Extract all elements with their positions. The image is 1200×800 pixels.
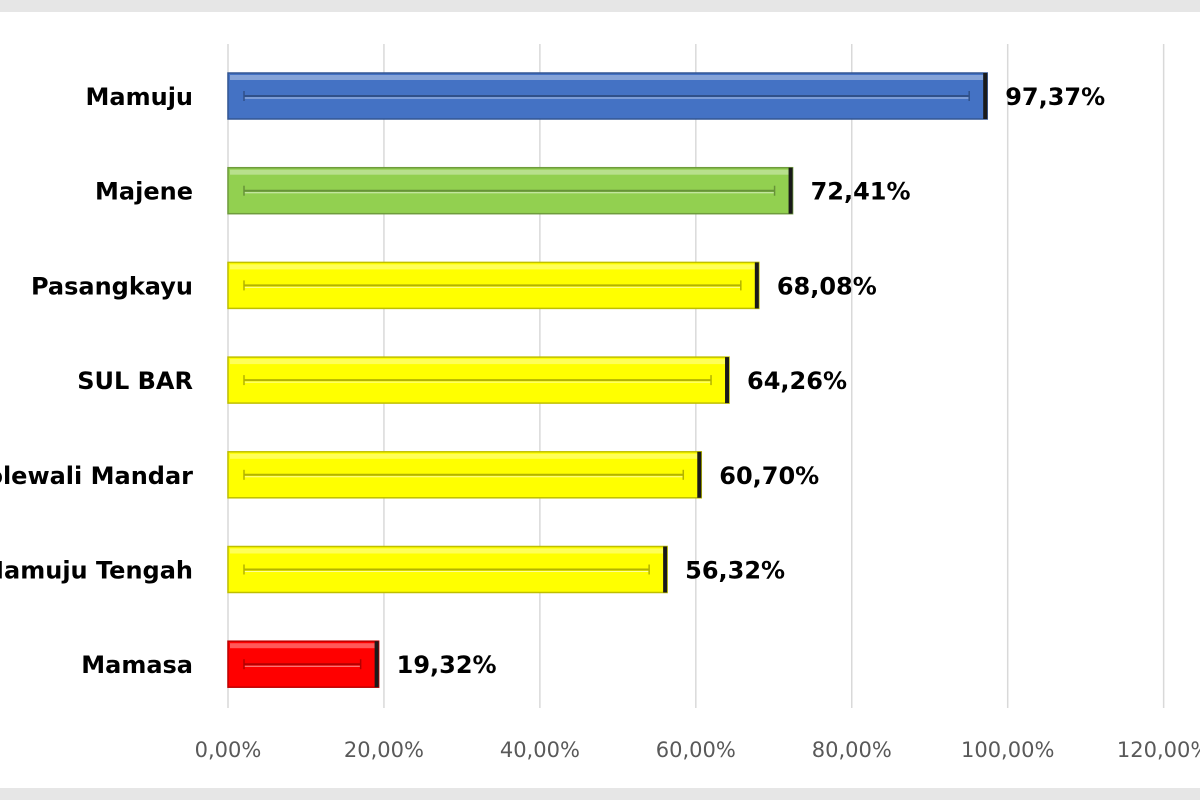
bar-bevel-highlight (230, 169, 789, 175)
data-label: 72,41% (811, 178, 911, 206)
bar-end-edge (754, 262, 759, 309)
data-label: 64,26% (747, 367, 847, 395)
data-label: 19,32% (397, 651, 497, 679)
bar-end-edge (663, 546, 668, 593)
bar-bevel-highlight (230, 75, 984, 80)
x-tick-label: 60,00% (656, 738, 736, 762)
bar-group (227, 545, 668, 594)
bar-group (227, 72, 988, 120)
x-tick-label: 20,00% (344, 738, 424, 762)
x-axis-ticks: 0,00% 20,00% 40,00% 60,00% 80,00% 100,00% 120,… (195, 738, 1200, 762)
bar-group (227, 261, 760, 310)
bar-end-edge (725, 357, 730, 404)
category-labels: Mamuju Majene Pasangkayu SUL BAR Polewali Ma… (0, 83, 193, 679)
x-tick-label: 40,00% (500, 738, 580, 762)
category-label: Mamuju (86, 83, 193, 111)
x-tick-label: 80,00% (812, 738, 892, 762)
bar-group (227, 451, 703, 499)
category-label: Mamuju Tengah (0, 557, 193, 585)
bars (227, 72, 988, 688)
x-tick-label: 120,00% (1117, 738, 1200, 762)
bar-bevel-highlight (230, 264, 755, 270)
bar-end-edge (697, 451, 702, 498)
bar-group (227, 640, 380, 688)
category-label: Mamasa (81, 651, 193, 679)
bar-bevel-highlight (230, 548, 664, 554)
data-label: 97,37% (1005, 83, 1105, 111)
x-tick-label: 0,00% (195, 738, 262, 762)
bar-end-edge (374, 641, 379, 688)
data-label: 60,70% (719, 462, 819, 490)
bar-bevel-highlight (230, 643, 375, 649)
category-label: Pasangkayu (31, 272, 193, 300)
x-tick-label: 100,00% (961, 738, 1054, 762)
value-labels: 97,37% 72,41% 68,08% 64,26% 60,70% 56,32% 19,3… (397, 83, 1106, 679)
category-label: Majene (95, 178, 193, 206)
bar-bevel-highlight (230, 453, 698, 459)
data-label: 56,32% (685, 557, 785, 585)
bar-group (227, 166, 794, 215)
bar-end-edge (788, 167, 793, 214)
bar-end-edge (983, 73, 988, 119)
category-label: Polewali Mandar (0, 462, 193, 490)
bar-bevel-highlight (230, 359, 726, 365)
bar-group (227, 356, 730, 404)
category-label: SUL BAR (77, 367, 193, 395)
data-label: 68,08% (777, 272, 877, 300)
